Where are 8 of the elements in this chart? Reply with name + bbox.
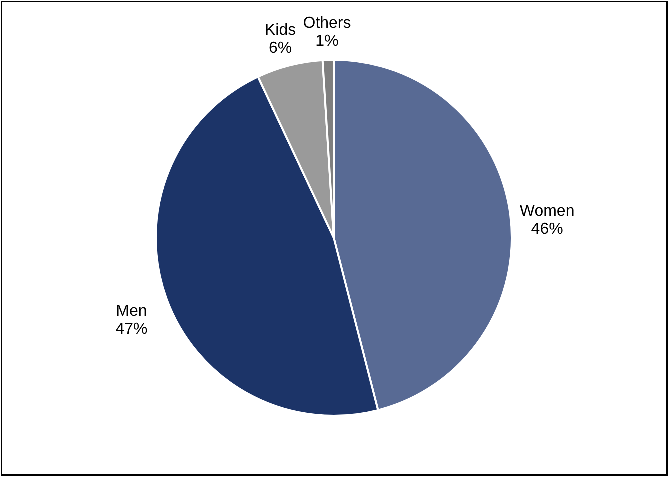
data-label: 1% [316, 33, 339, 50]
data-label: 46% [531, 221, 564, 238]
slice-label: Women [520, 203, 575, 220]
data-label: 6% [268, 40, 292, 57]
slice-label: Kids [264, 22, 296, 39]
slice-label: Others [303, 15, 352, 32]
data-label: 47% [116, 320, 148, 338]
slice-label: Men [116, 302, 148, 320]
